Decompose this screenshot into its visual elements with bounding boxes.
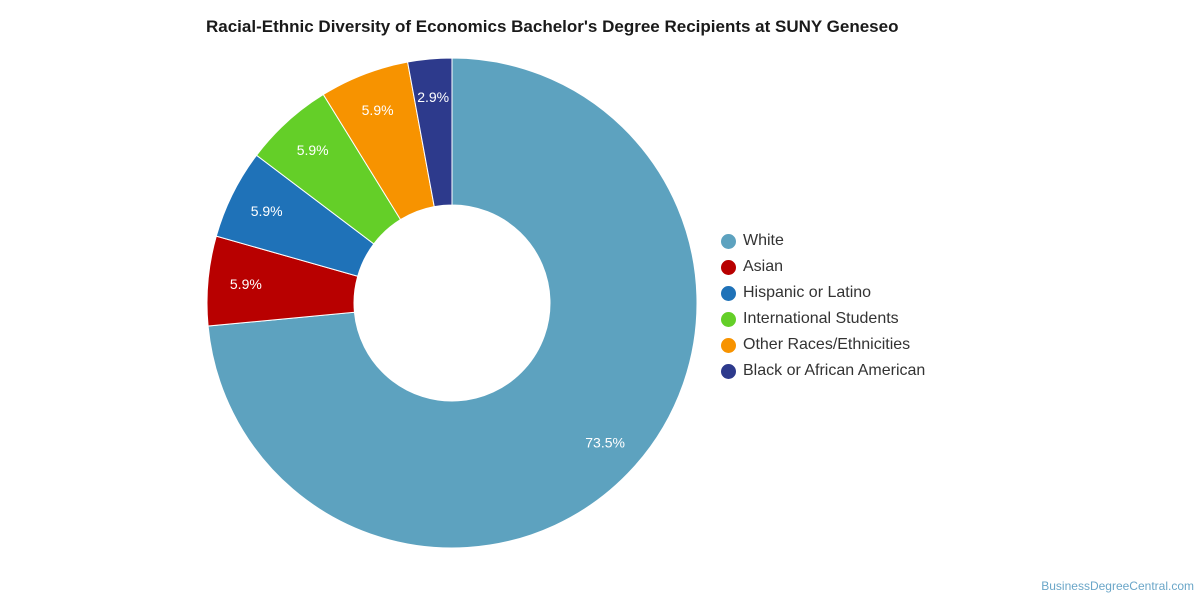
legend-label: White (743, 232, 784, 249)
legend-item-international-students[interactable]: International Students (721, 306, 925, 332)
slice-label-international-students: 5.9% (297, 142, 329, 158)
chart-title: Racial-Ethnic Diversity of Economics Bac… (206, 17, 899, 36)
slice-label-hispanic-or-latino: 5.9% (251, 203, 283, 219)
legend-swatch-icon (721, 337, 736, 353)
legend-swatch-icon (721, 311, 736, 327)
legend-item-other-races-ethnicities[interactable]: Other Races/Ethnicities (721, 332, 925, 358)
legend-swatch-icon (721, 363, 736, 379)
legend-item-white[interactable]: White (721, 228, 925, 254)
slice-label-other-races-ethnicities: 5.9% (362, 102, 394, 118)
legend-swatch-icon (721, 259, 736, 275)
legend: White Asian Hispanic or Latino Internationa… (721, 228, 925, 384)
legend-item-asian[interactable]: Asian (721, 254, 925, 280)
legend-label: Asian (743, 258, 784, 275)
slice-black-or-african-american[interactable] (407, 57, 453, 208)
legend-label: Hispanic or Latino (743, 284, 872, 301)
slice-white[interactable] (207, 57, 698, 549)
labels-group: 73.5% 5.9% 5.9% 5.9% 5.9% 2.9% (230, 89, 625, 450)
legend-label: Black or African American (743, 362, 926, 379)
slices-group (206, 57, 698, 549)
slice-label-asian: 5.9% (230, 276, 262, 292)
watermark: BusinessDegreeCentral.com (1041, 579, 1194, 593)
legend-label: Other Races/Ethnicities (743, 336, 911, 353)
slice-label-black-or-african-american: 2.9% (417, 89, 449, 105)
legend-item-black-or-african-american[interactable]: Black or African American (721, 358, 925, 384)
legend-swatch-icon (721, 285, 736, 301)
slice-label-white: 73.5% (585, 434, 625, 450)
legend-swatch-icon (721, 233, 736, 249)
legend-item-hispanic-or-latino[interactable]: Hispanic or Latino (721, 280, 925, 306)
legend-label: International Students (743, 310, 899, 327)
